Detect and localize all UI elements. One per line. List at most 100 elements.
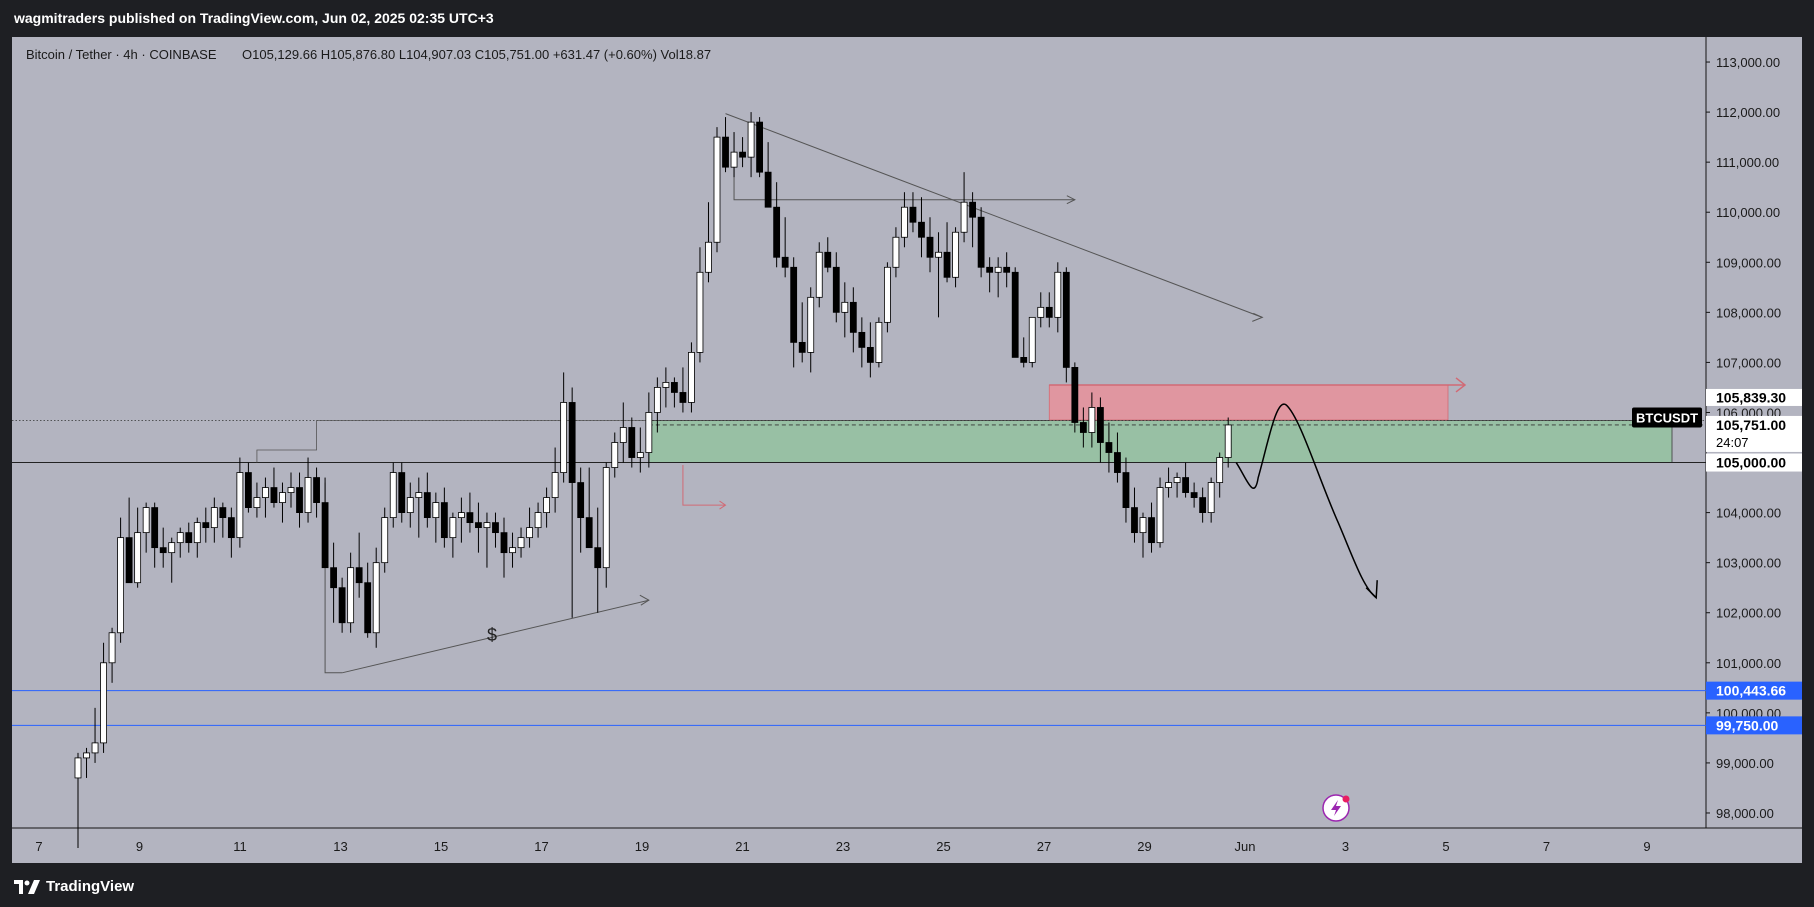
candle — [849, 287, 857, 353]
candle — [440, 487, 448, 548]
candle-body-up — [117, 537, 124, 634]
candle — [815, 242, 823, 308]
y-axis-tick-label: 108,000.00 — [1716, 305, 1781, 320]
candle — [244, 462, 252, 513]
candle-body-down — [1190, 492, 1198, 498]
projection-path[interactable] — [1235, 403, 1377, 599]
candle-body-down — [1182, 477, 1189, 493]
candle-body-up — [287, 487, 295, 493]
candle-body-up — [415, 492, 423, 498]
candle — [355, 532, 363, 598]
red-zone-arrow[interactable] — [1049, 377, 1467, 393]
candle-body-down — [227, 517, 235, 539]
x-axis-tick-label: 17 — [534, 839, 548, 854]
y-axis-tick-label: 104,000.00 — [1716, 506, 1781, 521]
candle-body-up — [807, 296, 815, 353]
candle — [807, 287, 815, 373]
candle-body-up — [636, 452, 644, 458]
candle — [551, 447, 559, 513]
x-axis-tick-label: 7 — [1543, 839, 1550, 854]
y-axis-tick-label: 102,000.00 — [1716, 606, 1781, 621]
candle-body-up — [279, 492, 286, 503]
candle — [645, 392, 653, 468]
last-price-label: 105,751.00 — [1716, 417, 1786, 433]
zone-bottom-price-label-bg — [1706, 453, 1802, 472]
candle — [875, 317, 883, 368]
candle-body-down — [500, 532, 508, 554]
y-axis-tick-label: 99,000.00 — [1716, 756, 1774, 771]
candle-body-up — [662, 382, 670, 388]
candle — [176, 527, 184, 558]
price-chart[interactable]: $ 98,000.0099,000.00100,000.00101,000.00… — [12, 37, 1802, 863]
candle-body-down — [773, 206, 781, 258]
green-demand-zone[interactable] — [648, 420, 1673, 463]
candle — [935, 232, 942, 318]
candle — [952, 227, 959, 288]
candle — [602, 462, 610, 588]
projection-arrow-head — [1365, 580, 1378, 600]
candle-body-down — [202, 522, 210, 529]
candle-body-up — [1173, 477, 1181, 483]
candle — [432, 492, 440, 543]
candle-body-down — [977, 216, 985, 268]
candle — [364, 562, 372, 638]
blue-line-2-price-label-bg — [1706, 716, 1802, 735]
candle-body-up — [526, 527, 533, 539]
candle-body-down — [943, 251, 951, 278]
candle — [185, 522, 193, 553]
candle — [517, 527, 525, 558]
candle — [1054, 262, 1062, 333]
candle-body-down — [866, 346, 874, 363]
candle-body-down — [798, 341, 806, 353]
candle — [1071, 362, 1079, 433]
candle-body-up — [1156, 487, 1164, 544]
candle — [705, 202, 712, 283]
red-supply-zone[interactable] — [1048, 384, 1449, 421]
candle — [1190, 482, 1198, 508]
lightning-icon[interactable] — [1322, 794, 1350, 822]
candle-body-up — [875, 321, 883, 363]
candle — [1199, 487, 1207, 523]
red-small-arrow — [682, 465, 727, 510]
x-axis-tick-label: 3 — [1342, 839, 1349, 854]
falling-trendline-arrow — [1252, 312, 1264, 322]
candle — [330, 542, 338, 623]
candle-body-up — [534, 512, 542, 529]
candle-body-up — [747, 121, 755, 158]
candle-body-down — [594, 547, 602, 569]
falling-trendline[interactable] — [725, 113, 1263, 318]
candle-body-up — [236, 472, 244, 539]
candle — [1156, 477, 1164, 548]
candle-body-up — [108, 632, 116, 664]
candle — [756, 117, 763, 178]
candle-body-up — [602, 467, 610, 569]
candle — [943, 222, 951, 283]
candle-body-down — [585, 517, 593, 549]
candle-body-up — [1054, 271, 1062, 318]
candle — [1182, 462, 1189, 498]
x-axis-tick-label: 27 — [1037, 839, 1051, 854]
y-axis-tick-label: 111,000.00 — [1716, 155, 1779, 170]
candle-body-up — [381, 517, 389, 564]
candle-body-up — [262, 487, 269, 498]
candle-body-down — [159, 547, 167, 554]
candle-body-up — [1037, 306, 1045, 318]
candle — [730, 132, 738, 178]
candle-body-down — [1079, 422, 1087, 433]
candle — [125, 497, 133, 584]
y-axis-tick-label: 109,000.00 — [1716, 255, 1781, 270]
candle — [1045, 292, 1053, 328]
candle — [406, 482, 414, 528]
candle — [688, 342, 695, 413]
candle-body-down — [858, 331, 866, 348]
candle — [918, 197, 925, 258]
candle-body-up — [688, 351, 695, 403]
tradingview-logo[interactable]: TradingView — [14, 878, 134, 895]
zone-top-price-label-bg — [1706, 388, 1802, 406]
candle — [262, 477, 269, 518]
candle — [74, 752, 82, 849]
candle-body-up — [210, 507, 218, 529]
candle — [1020, 337, 1028, 368]
candle — [739, 137, 746, 168]
x-axis-tick-label: 15 — [434, 839, 448, 854]
